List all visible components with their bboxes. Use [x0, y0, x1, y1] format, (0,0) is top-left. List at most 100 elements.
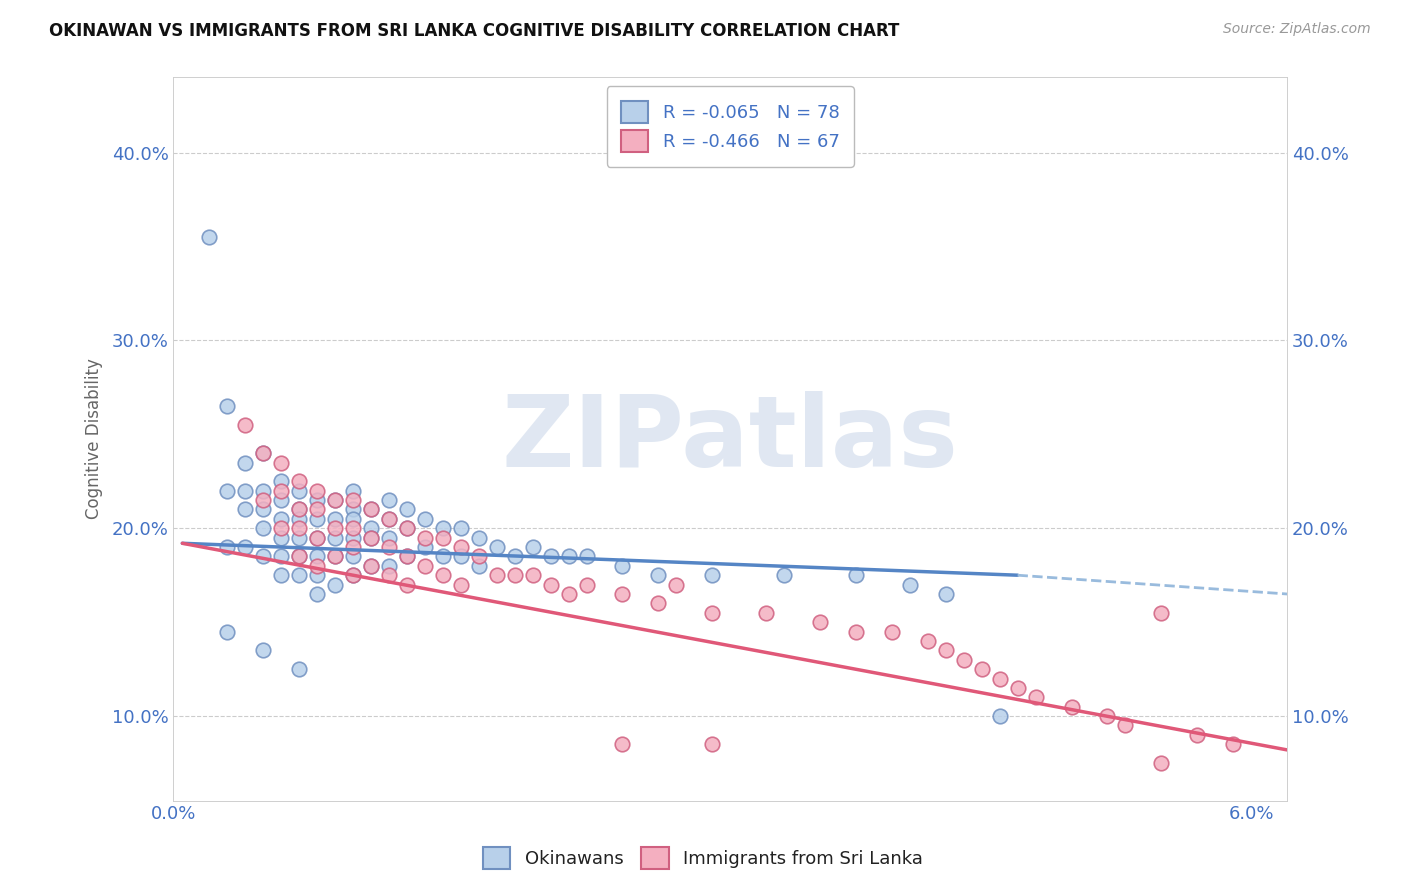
Point — [252, 446, 274, 460]
Point — [378, 540, 401, 554]
Point — [1150, 756, 1173, 770]
Point — [307, 549, 329, 564]
Point — [252, 521, 274, 535]
Point — [665, 577, 688, 591]
Point — [323, 531, 346, 545]
Point — [307, 531, 329, 545]
Point — [270, 512, 292, 526]
Point — [252, 483, 274, 498]
Point — [467, 549, 489, 564]
Point — [323, 549, 346, 564]
Point — [503, 549, 526, 564]
Point — [233, 456, 256, 470]
Point — [342, 531, 364, 545]
Point — [233, 483, 256, 498]
Point — [342, 512, 364, 526]
Point — [612, 558, 634, 573]
Point — [270, 531, 292, 545]
Point — [773, 568, 796, 582]
Point — [288, 568, 311, 582]
Point — [485, 540, 508, 554]
Point — [307, 558, 329, 573]
Point — [413, 540, 436, 554]
Point — [575, 549, 598, 564]
Point — [575, 577, 598, 591]
Point — [252, 502, 274, 516]
Point — [288, 549, 311, 564]
Point — [450, 521, 472, 535]
Point — [270, 456, 292, 470]
Point — [217, 483, 239, 498]
Point — [323, 493, 346, 508]
Point — [395, 549, 418, 564]
Point — [360, 502, 382, 516]
Point — [467, 531, 489, 545]
Point — [233, 417, 256, 432]
Point — [217, 540, 239, 554]
Point — [988, 672, 1011, 686]
Point — [557, 549, 579, 564]
Point — [898, 577, 921, 591]
Point — [307, 483, 329, 498]
Point — [360, 531, 382, 545]
Point — [395, 549, 418, 564]
Point — [845, 624, 868, 639]
Point — [288, 512, 311, 526]
Point — [1025, 690, 1047, 705]
Point — [808, 615, 831, 630]
Point — [395, 521, 418, 535]
Point — [217, 399, 239, 413]
Point — [360, 502, 382, 516]
Point — [360, 531, 382, 545]
Point — [522, 540, 544, 554]
Point — [413, 512, 436, 526]
Point — [755, 606, 778, 620]
Point — [342, 568, 364, 582]
Point — [342, 540, 364, 554]
Point — [540, 577, 562, 591]
Point — [1097, 709, 1119, 723]
Point — [557, 587, 579, 601]
Point — [378, 493, 401, 508]
Point — [378, 512, 401, 526]
Point — [307, 493, 329, 508]
Point — [252, 446, 274, 460]
Point — [342, 493, 364, 508]
Point — [432, 549, 454, 564]
Point — [217, 624, 239, 639]
Point — [450, 549, 472, 564]
Point — [342, 521, 364, 535]
Point — [360, 521, 382, 535]
Point — [360, 558, 382, 573]
Point — [323, 521, 346, 535]
Point — [270, 483, 292, 498]
Point — [252, 549, 274, 564]
Point — [378, 531, 401, 545]
Y-axis label: Cognitive Disability: Cognitive Disability — [86, 359, 103, 519]
Point — [647, 568, 669, 582]
Point — [432, 568, 454, 582]
Point — [252, 643, 274, 657]
Point — [612, 587, 634, 601]
Point — [395, 521, 418, 535]
Text: Source: ZipAtlas.com: Source: ZipAtlas.com — [1223, 22, 1371, 37]
Point — [952, 653, 974, 667]
Point — [307, 587, 329, 601]
Point — [307, 568, 329, 582]
Text: OKINAWAN VS IMMIGRANTS FROM SRI LANKA COGNITIVE DISABILITY CORRELATION CHART: OKINAWAN VS IMMIGRANTS FROM SRI LANKA CO… — [49, 22, 900, 40]
Point — [413, 531, 436, 545]
Point — [450, 540, 472, 554]
Point — [198, 230, 221, 244]
Legend: Okinawans, Immigrants from Sri Lanka: Okinawans, Immigrants from Sri Lanka — [475, 839, 931, 876]
Point — [1007, 681, 1029, 695]
Point — [342, 483, 364, 498]
Point — [1187, 728, 1209, 742]
Point — [270, 549, 292, 564]
Point — [307, 502, 329, 516]
Point — [307, 512, 329, 526]
Point — [845, 568, 868, 582]
Point — [970, 662, 993, 676]
Point — [612, 737, 634, 751]
Point — [288, 502, 311, 516]
Point — [233, 502, 256, 516]
